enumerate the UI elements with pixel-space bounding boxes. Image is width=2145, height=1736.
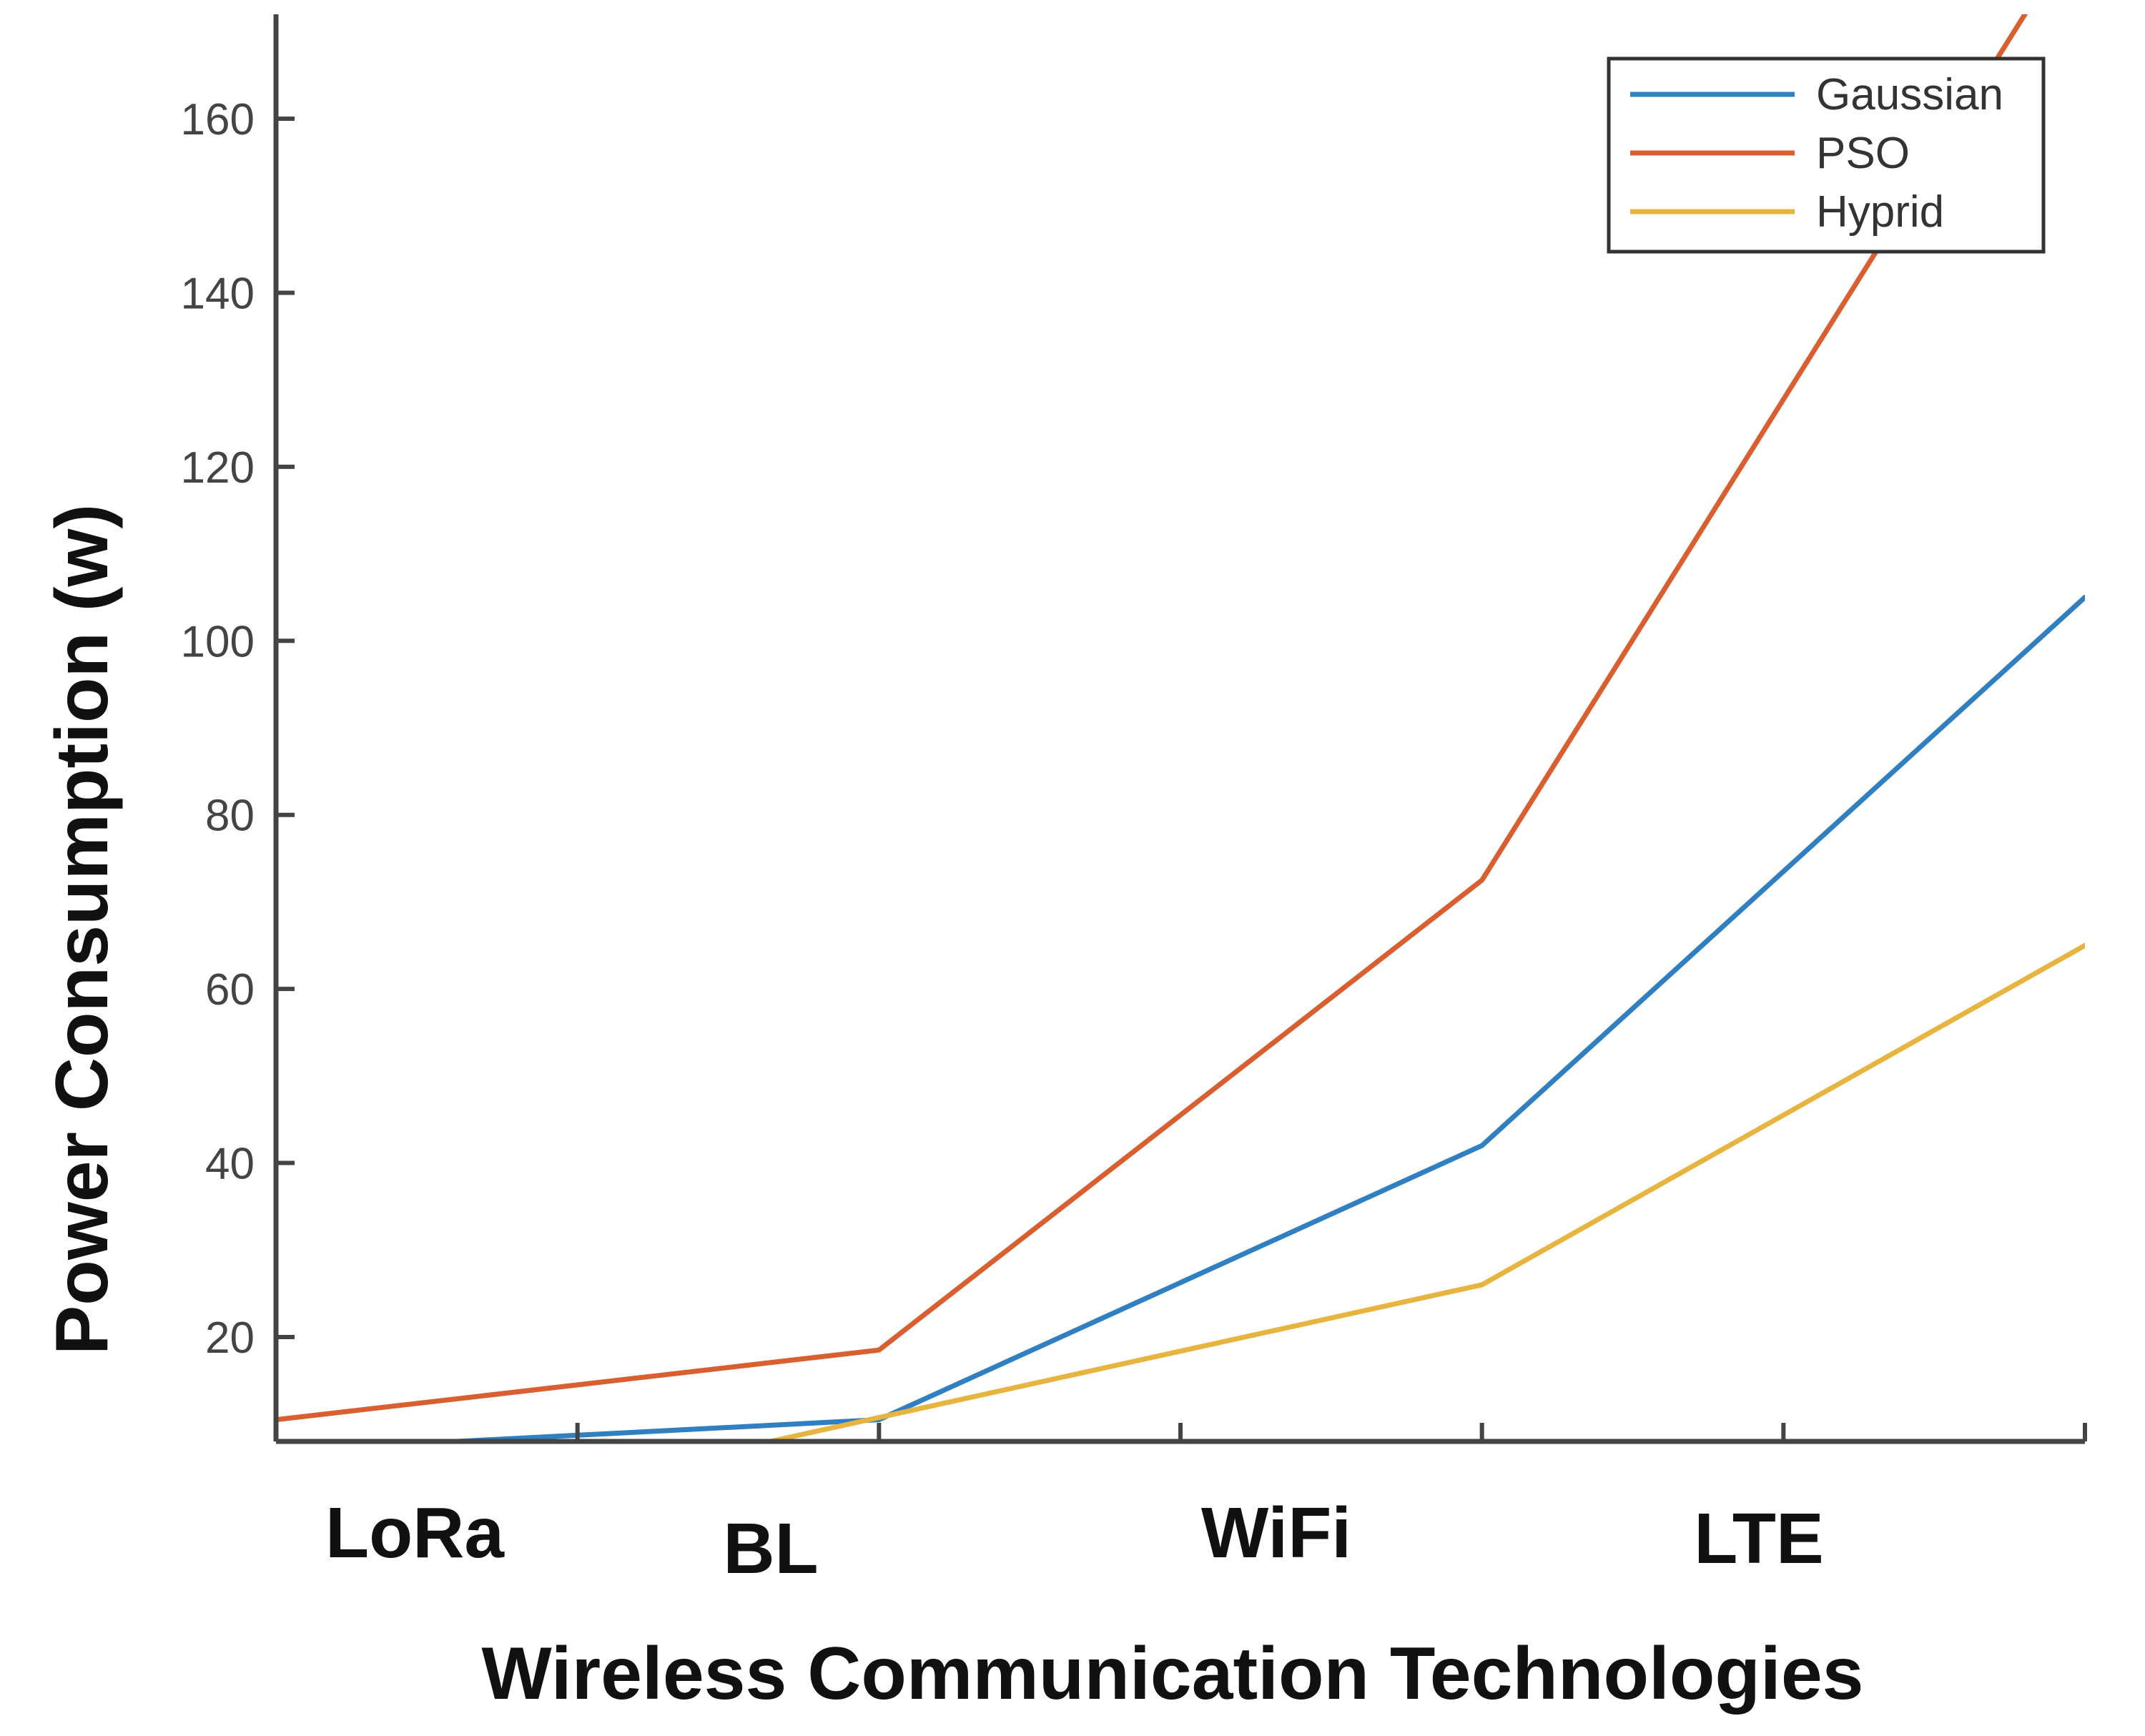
category-label-lte: LTE [1694,1499,1823,1579]
legend: Gaussian PSO Hyprid [1607,56,2046,254]
y-tick-label-160: 160 [181,95,255,144]
x-axis-title: Wireless Communication Technologies [481,1632,1863,1715]
category-label-wifi: WiFi [1201,1493,1351,1573]
series-layer [276,14,2085,1441]
category-label-lora: LoRa [325,1493,505,1573]
legend-label-gaussian: Gaussian [1816,70,2003,119]
series-line-hyprid [768,942,2085,1441]
y-tick-label-140: 140 [181,269,255,318]
series-line-gaussian [454,594,2085,1441]
y-axis-title: Power Consumption (w) [41,504,124,1355]
x-ticks [575,1423,2087,1441]
series-line-pso [276,14,2028,1423]
legend-label-hyprid: Hyprid [1816,187,1944,237]
y-tick-label-20: 20 [205,1313,255,1363]
y-ticks: 20 40 60 80 100 120 140 160 [181,95,295,1363]
y-tick-label-60: 60 [205,965,255,1015]
category-label-bl: BL [723,1509,818,1589]
y-tick-label-80: 80 [205,791,255,841]
legend-label-pso: PSO [1816,129,1910,178]
y-tick-label-100: 100 [181,617,255,666]
y-tick-label-40: 40 [205,1140,255,1189]
y-tick-label-120: 120 [181,443,255,493]
